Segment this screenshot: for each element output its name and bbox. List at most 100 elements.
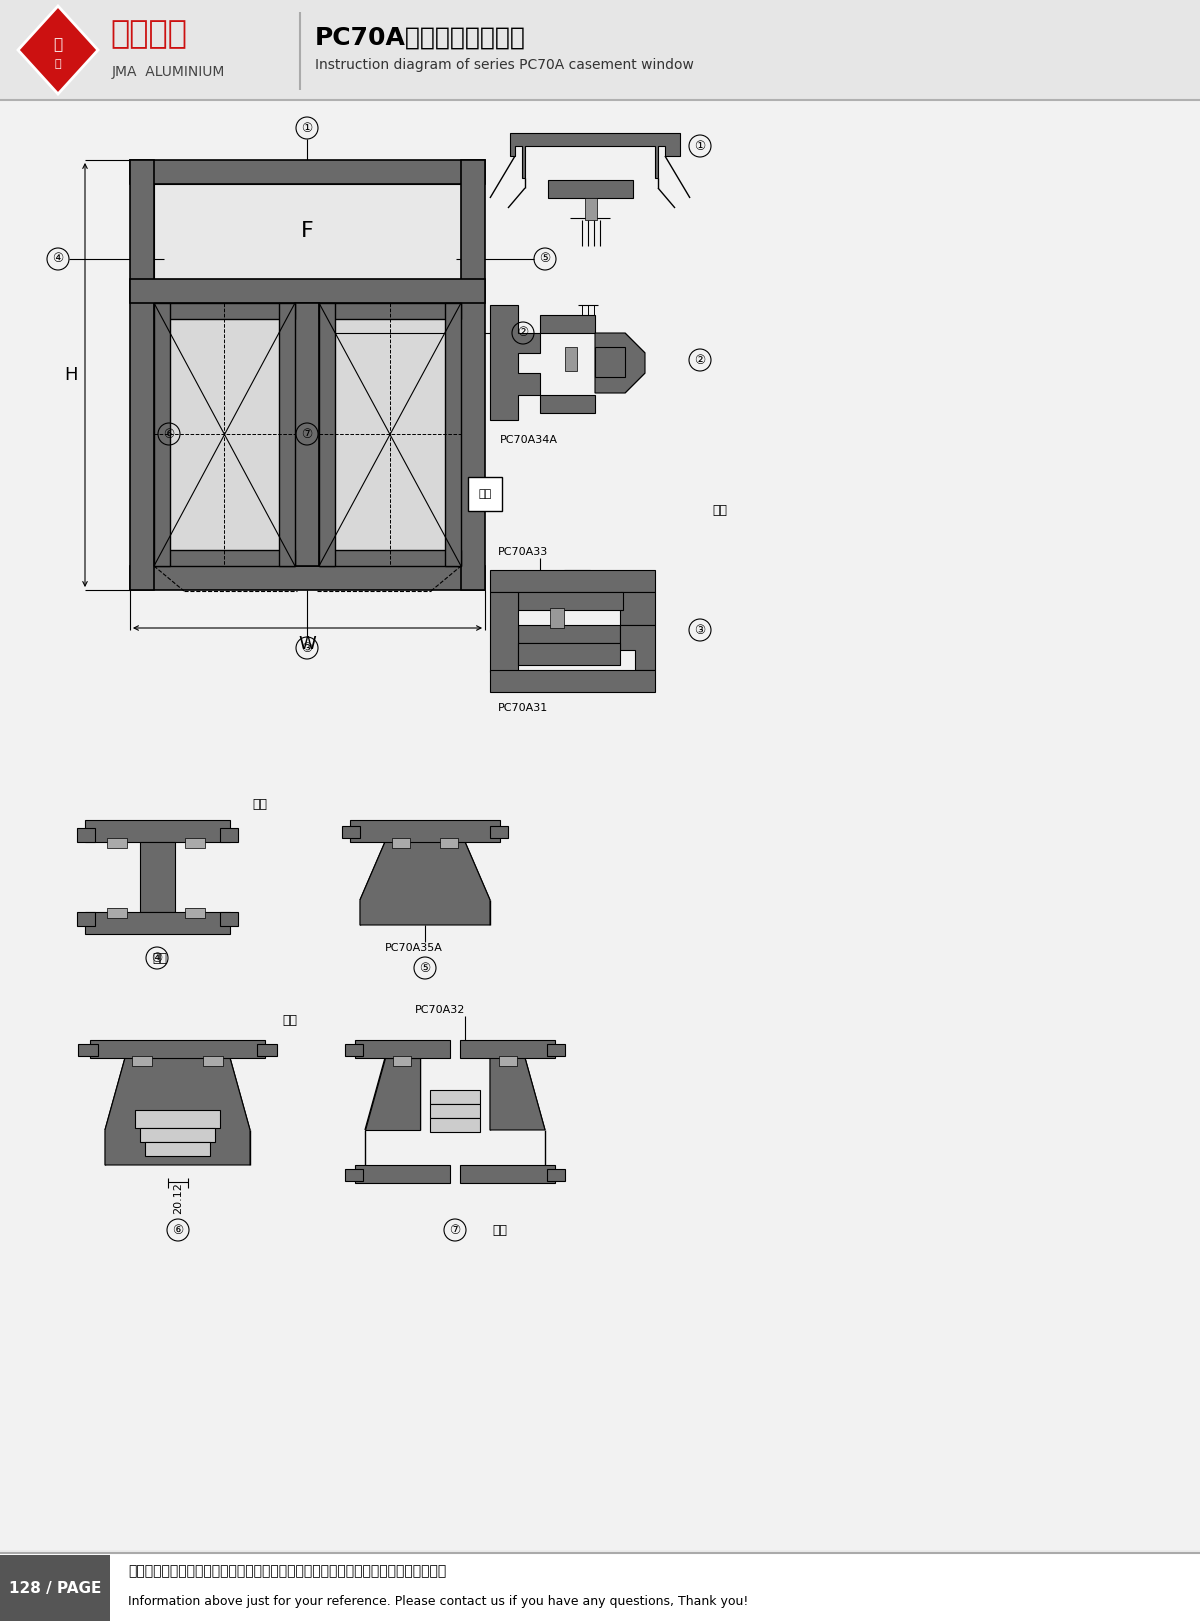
Bar bbox=[0, 1555, 110, 1621]
Bar bbox=[77, 912, 95, 927]
Bar bbox=[130, 161, 154, 591]
Bar bbox=[430, 1104, 480, 1118]
Bar bbox=[77, 828, 95, 842]
Bar bbox=[134, 1110, 220, 1128]
Bar bbox=[185, 907, 205, 919]
Text: PC70A32: PC70A32 bbox=[415, 1005, 466, 1014]
Bar bbox=[0, 1553, 1200, 1623]
Bar bbox=[319, 304, 461, 320]
Bar bbox=[0, 0, 1200, 101]
Text: 室内: 室内 bbox=[479, 489, 492, 498]
Text: 室外: 室外 bbox=[713, 503, 727, 516]
Bar bbox=[440, 837, 458, 847]
Polygon shape bbox=[620, 592, 655, 625]
Bar bbox=[107, 907, 127, 919]
Text: ①: ① bbox=[695, 140, 706, 153]
Bar bbox=[85, 820, 230, 842]
Bar bbox=[430, 1091, 480, 1104]
Bar bbox=[342, 826, 360, 837]
Polygon shape bbox=[595, 333, 646, 393]
Text: ⑤: ⑤ bbox=[419, 961, 431, 974]
Bar bbox=[430, 1118, 480, 1131]
Bar bbox=[90, 1040, 265, 1058]
Bar bbox=[550, 609, 564, 628]
Bar bbox=[586, 198, 598, 221]
Bar bbox=[85, 912, 230, 933]
Text: PC70A34A: PC70A34A bbox=[500, 435, 558, 445]
Text: 20.12: 20.12 bbox=[173, 1182, 182, 1214]
Bar bbox=[346, 1169, 364, 1182]
Polygon shape bbox=[18, 6, 98, 94]
Bar bbox=[547, 1044, 565, 1057]
Polygon shape bbox=[490, 305, 540, 420]
Bar bbox=[490, 570, 655, 592]
Text: ③: ③ bbox=[301, 641, 313, 654]
Bar bbox=[154, 550, 295, 566]
Bar bbox=[130, 566, 485, 591]
Bar bbox=[220, 828, 238, 842]
Bar bbox=[460, 1165, 554, 1183]
Text: 廿: 廿 bbox=[54, 37, 62, 52]
Bar bbox=[130, 161, 485, 183]
Bar bbox=[394, 1057, 410, 1066]
Bar bbox=[350, 820, 500, 842]
Bar bbox=[461, 161, 485, 591]
Text: 坚美铝业: 坚美铝业 bbox=[110, 19, 187, 50]
Bar bbox=[140, 1128, 215, 1143]
Text: W: W bbox=[298, 635, 316, 652]
Bar bbox=[130, 279, 485, 304]
Text: 图中所示型材截面、装配、编号、尺寸及重量仅供参考。如有疑问，请向本公司查询。: 图中所示型材截面、装配、编号、尺寸及重量仅供参考。如有疑问，请向本公司查询。 bbox=[128, 1565, 446, 1578]
Text: ⑦: ⑦ bbox=[449, 1224, 461, 1237]
Text: ②: ② bbox=[695, 354, 706, 367]
Polygon shape bbox=[106, 1058, 250, 1165]
Text: JMA  ALUMINIUM: JMA ALUMINIUM bbox=[112, 65, 226, 80]
Bar bbox=[548, 180, 634, 198]
Bar bbox=[499, 1057, 517, 1066]
Bar bbox=[540, 315, 595, 333]
Polygon shape bbox=[490, 1058, 545, 1130]
Bar bbox=[132, 1057, 152, 1066]
Text: PC70A31: PC70A31 bbox=[498, 703, 548, 712]
Bar bbox=[355, 1165, 450, 1183]
Text: Information above just for your reference. Please contact us if you have any que: Information above just for your referenc… bbox=[128, 1594, 749, 1607]
Polygon shape bbox=[365, 1058, 420, 1130]
Bar bbox=[319, 550, 461, 566]
Bar bbox=[203, 1057, 223, 1066]
Text: H: H bbox=[65, 367, 78, 385]
Text: 廿: 廿 bbox=[55, 58, 61, 70]
Polygon shape bbox=[360, 842, 490, 925]
Bar bbox=[445, 304, 461, 566]
Bar bbox=[0, 101, 1200, 1550]
Bar bbox=[392, 837, 410, 847]
Bar bbox=[565, 347, 577, 372]
Bar bbox=[346, 1044, 364, 1057]
Bar bbox=[540, 394, 595, 412]
Bar bbox=[518, 643, 620, 665]
Bar bbox=[319, 304, 461, 566]
Bar bbox=[490, 592, 518, 672]
Text: PC70A35A: PC70A35A bbox=[385, 943, 443, 953]
Text: 128 / PAGE: 128 / PAGE bbox=[8, 1581, 101, 1595]
Bar bbox=[490, 670, 655, 691]
Bar bbox=[547, 1169, 565, 1182]
Text: 室内: 室内 bbox=[252, 799, 268, 812]
Bar bbox=[154, 304, 295, 566]
Text: PC70A系列平开窗结构图: PC70A系列平开窗结构图 bbox=[314, 26, 526, 50]
Bar bbox=[145, 1143, 210, 1156]
Text: ③: ③ bbox=[695, 623, 706, 636]
Text: ⑦: ⑦ bbox=[301, 427, 313, 440]
Bar bbox=[257, 1044, 277, 1057]
Bar bbox=[154, 304, 170, 566]
Text: 室内: 室内 bbox=[282, 1013, 298, 1026]
Bar bbox=[278, 304, 295, 566]
Bar bbox=[140, 842, 175, 912]
Bar bbox=[78, 1044, 98, 1057]
Bar bbox=[355, 1040, 450, 1058]
Bar bbox=[295, 304, 319, 566]
Bar bbox=[518, 592, 623, 610]
Bar bbox=[107, 837, 127, 847]
Bar bbox=[220, 912, 238, 927]
Bar bbox=[154, 304, 295, 320]
Text: ④: ④ bbox=[53, 253, 64, 266]
Text: ⑤: ⑤ bbox=[539, 253, 551, 266]
